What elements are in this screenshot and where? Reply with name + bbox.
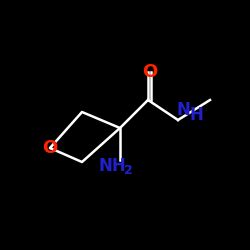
Text: N: N: [176, 101, 190, 119]
Text: NH: NH: [98, 157, 126, 175]
Text: 2: 2: [124, 164, 132, 176]
Text: O: O: [142, 63, 158, 81]
Text: O: O: [42, 139, 58, 157]
Text: H: H: [189, 106, 203, 124]
